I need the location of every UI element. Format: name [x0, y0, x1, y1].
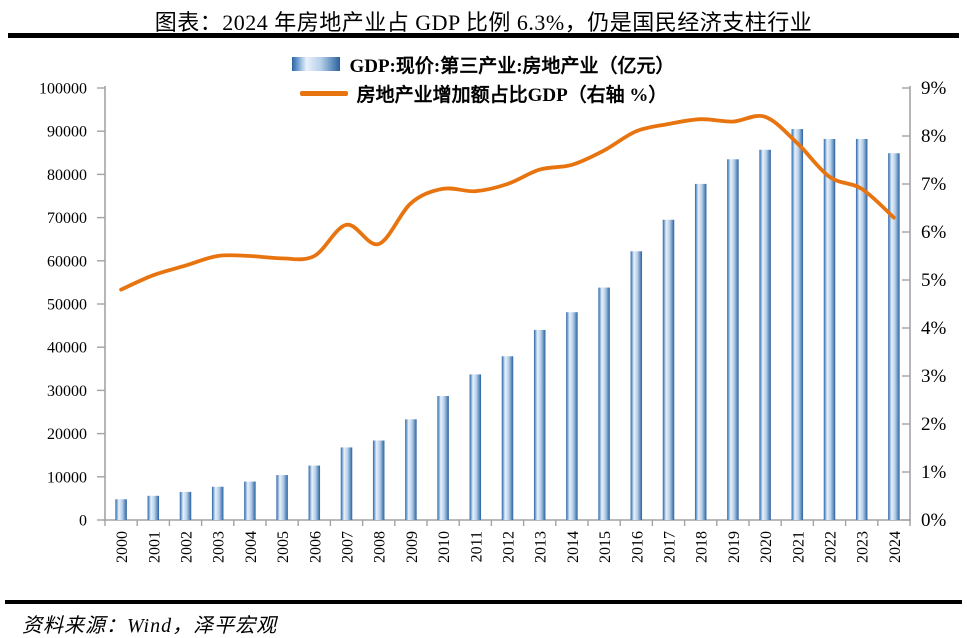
bar-2001 [147, 495, 160, 520]
legend-line-swatch [299, 90, 348, 96]
x-axis-label-2005: 2005 [275, 531, 292, 563]
footer-divider [5, 600, 962, 604]
x-axis-label-2021: 2021 [790, 531, 807, 563]
bar-2009 [405, 419, 417, 520]
x-axis-label-2016: 2016 [629, 531, 646, 563]
legend-bar-swatch [292, 57, 341, 71]
x-axis-label-2012: 2012 [501, 531, 518, 563]
x-axis-label-2001: 2001 [146, 531, 163, 563]
x-axis-label-2020: 2020 [758, 531, 775, 563]
gdp-share-line [119, 114, 896, 292]
right-axis-label: 2% [921, 414, 947, 435]
left-axis-label: 60000 [47, 253, 87, 270]
right-axis-label: 9% [921, 78, 947, 99]
x-axis-label-2018: 2018 [694, 531, 711, 563]
left-axis-label: 0 [79, 513, 87, 530]
x-axis-label-2002: 2002 [179, 531, 196, 563]
x-axis-label-2004: 2004 [243, 531, 260, 563]
x-axis-label-2006: 2006 [307, 531, 324, 563]
title-divider [8, 33, 959, 38]
source-note: 资料来源：Wind，泽平宏观 [22, 615, 278, 637]
right-axis-label: 6% [921, 222, 947, 243]
bar-2004 [244, 481, 256, 520]
legend-bar-label: GDP:现价:第三产业:房地产业（亿元） [349, 55, 675, 77]
left-axis-label: 80000 [47, 167, 87, 184]
bar-2016 [630, 251, 643, 520]
left-axis-label: 90000 [47, 124, 87, 141]
bar-2003 [211, 486, 224, 520]
x-axis-label-2024: 2024 [887, 531, 904, 563]
x-axis-label-2023: 2023 [855, 531, 872, 563]
bar-2000 [115, 499, 127, 520]
x-axis-label-2022: 2022 [823, 531, 840, 563]
bar-2002 [179, 491, 192, 520]
left-axis-label: 30000 [47, 383, 87, 400]
bar-2024 [888, 153, 900, 520]
x-axis-label-2003: 2003 [211, 531, 228, 563]
x-axis-label-2014: 2014 [565, 531, 582, 563]
bar-2015 [598, 287, 610, 520]
bar-2007 [340, 447, 353, 520]
x-axis-label-2000: 2000 [114, 531, 131, 563]
left-axis-label: 40000 [47, 340, 87, 357]
x-axis-label-2015: 2015 [597, 531, 614, 563]
left-axis-label: 20000 [47, 426, 87, 443]
bar-2008 [372, 440, 385, 520]
legend-line-label: 房地产业增加额占比GDP（右轴 %） [356, 84, 668, 106]
bar-2017 [662, 219, 675, 520]
x-axis-label-2009: 2009 [404, 531, 421, 563]
right-axis-label: 4% [921, 318, 947, 339]
bar-2021 [791, 129, 804, 521]
bar-2011 [469, 374, 482, 520]
right-axis-label: 8% [921, 126, 947, 147]
bar-2012 [501, 356, 514, 520]
bar-2014 [566, 312, 578, 520]
bar-2010 [437, 396, 449, 520]
bar-2006 [308, 465, 321, 520]
right-axis-label: 5% [921, 270, 947, 291]
bar-2018 [694, 183, 707, 521]
legend-item-bars: GDP:现价:第三产业:房地产业（亿元） [292, 52, 675, 77]
right-axis-label: 7% [921, 174, 947, 195]
right-axis-label: 0% [921, 510, 947, 531]
x-axis-label-2010: 2010 [436, 531, 453, 563]
bar-2019 [727, 159, 739, 520]
bar-2022 [823, 138, 836, 520]
left-axis-label: 50000 [47, 297, 87, 314]
figure-title: 图表：2024 年房地产业占 GDP 比例 6.3%，仍是国民经济支柱行业 [154, 10, 813, 35]
x-axis-label-2019: 2019 [726, 531, 743, 563]
left-axis-label: 70000 [47, 210, 87, 227]
bar-2020 [759, 149, 771, 520]
x-axis-label-2008: 2008 [372, 531, 389, 563]
right-axis-label: 1% [921, 462, 947, 483]
left-axis-label: 10000 [47, 469, 87, 486]
x-axis-label-2017: 2017 [662, 531, 679, 563]
x-axis-label-2007: 2007 [340, 531, 357, 563]
bar-2013 [533, 329, 546, 520]
right-axis-label: 3% [921, 366, 947, 387]
chart-legend: GDP:现价:第三产业:房地产业（亿元） 房地产业增加额占比GDP（右轴 %） [0, 52, 967, 106]
bar-2005 [276, 475, 288, 520]
x-axis-label-2011: 2011 [468, 531, 485, 562]
x-axis-label-2013: 2013 [533, 531, 550, 563]
legend-item-line: 房地产业增加额占比GDP（右轴 %） [299, 81, 668, 106]
bar-2023 [855, 138, 868, 520]
left-axis-label: 100000 [39, 81, 87, 98]
chart-plot: 0 10000 20000 30000 40000 50000 60000 70000 8000… [39, 78, 947, 563]
